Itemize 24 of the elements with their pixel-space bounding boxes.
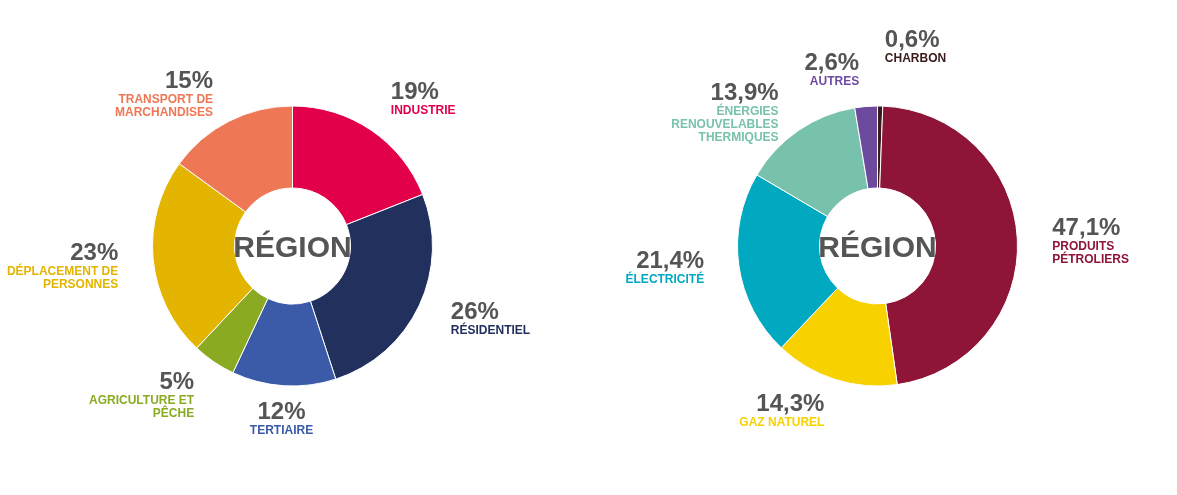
data-label: 2,6% — [804, 47, 860, 75]
data-label: 15% — [165, 66, 214, 94]
slice-label: TRANSPORT DE MARCHANDISES — [115, 92, 214, 120]
slice-label: CHARBON — [884, 51, 947, 66]
slice-label: AGRICULTURE ET PÊCHE — [89, 392, 195, 420]
slice-label: TERTIAIRE — [249, 422, 314, 437]
data-label: 12% — [257, 396, 306, 424]
slice-label: GAZ NATUREL — [739, 414, 825, 429]
slice-label: ÉLECTRICITÉ — [625, 271, 705, 287]
data-label: 13,9% — [710, 77, 779, 105]
text: RÉGION — [233, 230, 352, 263]
text: RÉGION — [818, 230, 937, 263]
data-label: 47,1% — [1052, 212, 1121, 240]
slice-label: RÉSIDENTIEL — [450, 321, 531, 337]
slice-label: PRODUITS PÉTROLIERS — [1052, 238, 1129, 266]
slice-label: ÉNERGIES RENOUVELABLES THERMIQUES — [671, 102, 779, 144]
data-label: 19% — [390, 77, 439, 105]
data-label: 0,6% — [884, 25, 940, 53]
data-label: 5% — [159, 366, 195, 394]
data-label: 14,3% — [756, 388, 825, 416]
data-label: 23% — [70, 238, 119, 266]
slice-label: INDUSTRIE — [390, 103, 456, 118]
slice-label: DÉPLACEMENT DE PERSONNES — [6, 263, 119, 292]
slice-label: AUTRES — [809, 73, 860, 88]
